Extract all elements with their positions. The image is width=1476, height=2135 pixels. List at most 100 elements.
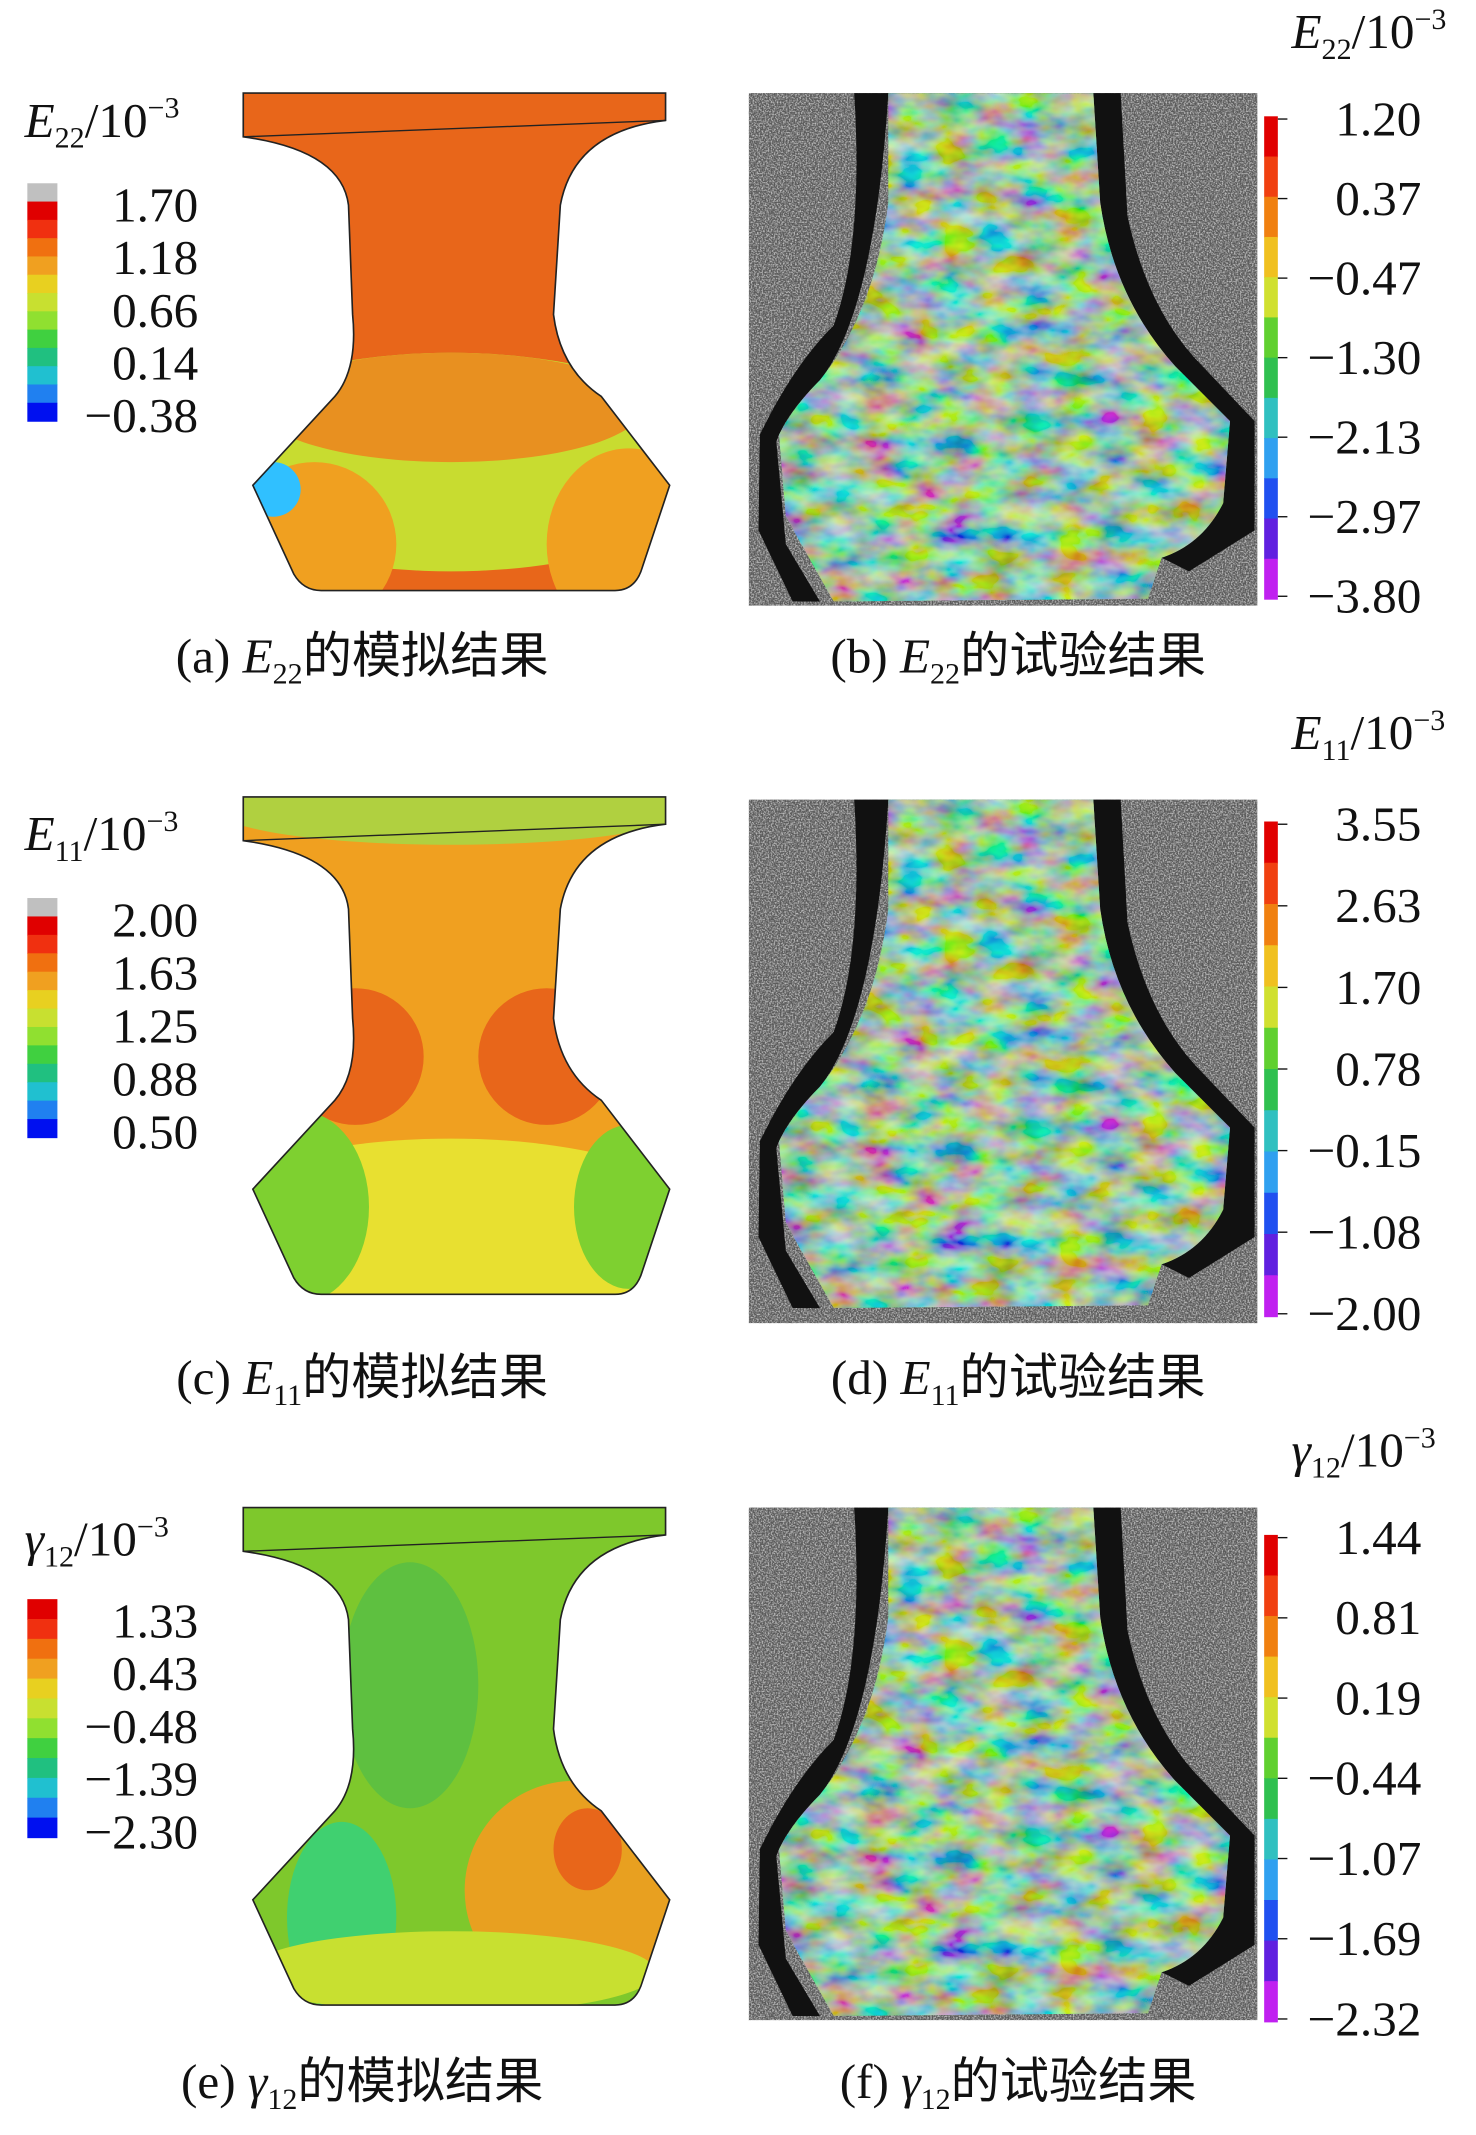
colorbar-band (27, 293, 58, 312)
colorbar-band (1264, 862, 1278, 905)
colorbar-band (1264, 986, 1278, 1029)
colorbar-band (27, 366, 58, 386)
legend-title: E22/10−3 (24, 91, 180, 155)
colorbar-band (1264, 1192, 1278, 1235)
colorbar-band (27, 384, 58, 404)
legend-unit: /10 (1350, 705, 1413, 760)
legend-value: 2.63 (1335, 878, 1421, 933)
caption-text: 的模拟结果 (297, 2054, 543, 2109)
legend-symbol: E (24, 93, 55, 148)
caption-text: 的试验结果 (960, 1350, 1206, 1405)
contour-region (287, 988, 424, 1125)
caption: (d) E11的试验结果 (831, 1350, 1206, 1412)
flange-edge (243, 1534, 666, 1552)
space (231, 1350, 243, 1405)
colorbar-band (1264, 1275, 1278, 1318)
colorbar-band (1264, 1234, 1278, 1276)
specimen-gap (758, 93, 1255, 602)
contour-plot (242, 92, 671, 592)
legend-subscript: 12 (44, 1539, 74, 1573)
contour-plot (242, 796, 671, 1296)
colorbar-band (27, 1758, 58, 1779)
legend-value: −0.48 (84, 1699, 198, 1754)
legend-unit: /10 (1341, 1423, 1404, 1478)
legend-value: −2.00 (1308, 1286, 1422, 1341)
contour-region (553, 1808, 622, 1891)
legend-unit: /10 (84, 806, 147, 861)
legend-value: 1.44 (1335, 1510, 1421, 1565)
caption-symbol: E (242, 629, 273, 684)
colorbar-band (1264, 904, 1278, 946)
colorbar-band (27, 274, 58, 294)
legend-value: 1.20 (1335, 91, 1421, 146)
legend-unit: /10 (74, 1511, 137, 1566)
colorbar-band (1264, 156, 1278, 198)
caption-label: (b) (830, 629, 887, 684)
colorbar-band (1264, 558, 1278, 600)
caption: (f) γ12的试验结果 (840, 2054, 1197, 2116)
colorbar-band (1264, 196, 1278, 238)
legend-symbol: γ (1292, 1423, 1313, 1478)
colorbar-band (27, 1777, 58, 1799)
colorbar-band (27, 219, 58, 239)
colorbar-band (27, 256, 58, 276)
legend-unit: /10 (85, 93, 148, 148)
colorbar-band (27, 1638, 58, 1660)
caption-label: (e) (181, 2054, 236, 2109)
legend-exponent: −3 (1414, 2, 1446, 36)
flange-edge (243, 119, 666, 138)
contour-region (246, 1931, 656, 2006)
dic-image (748, 1507, 1258, 2021)
caption-label: (a) (176, 629, 231, 684)
contour (243, 93, 670, 591)
colorbar-band (1264, 1859, 1278, 1901)
caption-subscript: 22 (930, 656, 960, 690)
colorbar-band (27, 347, 58, 367)
legend-value: −1.08 (1308, 1205, 1422, 1260)
colorbar-band (1264, 317, 1278, 359)
flange-edge (243, 823, 666, 842)
colorbar-band (27, 1797, 58, 1819)
legend-exponent: −3 (1404, 1420, 1436, 1454)
legend-subscript: 11 (1322, 733, 1351, 767)
legend-title: E11/10−3 (24, 804, 179, 868)
legend-value: 1.70 (112, 178, 198, 233)
legend-value: 1.18 (112, 230, 198, 285)
colorbar-band (1264, 1656, 1278, 1698)
contour-region (546, 448, 670, 591)
colorbar-band (27, 1026, 58, 1047)
colorbar-band (1264, 1069, 1278, 1111)
legend-value: 0.37 (1335, 171, 1421, 226)
legend-title: E22/10−3 (1291, 2, 1447, 66)
colorbar-band (27, 1698, 58, 1719)
colorbar-band (27, 1119, 58, 1139)
colorbar-band (1264, 1575, 1278, 1617)
colorbar-band (1264, 1940, 1278, 1982)
colorbar-band (27, 1045, 58, 1065)
legend-value: −2.30 (84, 1804, 198, 1859)
colorbar-band (1264, 821, 1278, 864)
legend-symbol: E (1291, 705, 1322, 760)
colorbar-band (27, 1082, 58, 1102)
caption-subscript: 11 (931, 1378, 960, 1412)
legend-value: −1.39 (84, 1752, 198, 1807)
colorbar-band (27, 1658, 58, 1680)
legend-exponent: −3 (148, 91, 180, 125)
legend-value: 0.88 (112, 1051, 198, 1106)
space (888, 1350, 900, 1405)
dic-image (748, 799, 1258, 1324)
colorbar-band (1264, 1900, 1278, 1942)
contour-region (243, 1111, 369, 1295)
contour-region (341, 1562, 479, 1809)
space (230, 629, 242, 684)
legend-value: −3.80 (1308, 569, 1422, 624)
outline (242, 796, 671, 1296)
caption-text: 的模拟结果 (303, 629, 549, 684)
colorbar-band (27, 898, 58, 918)
legend-value: 0.50 (112, 1104, 198, 1159)
caption-symbol: E (899, 629, 930, 684)
colorbar-band (27, 1599, 58, 1620)
legend-symbol: E (1291, 4, 1322, 59)
legend-value: −1.07 (1308, 1831, 1422, 1886)
